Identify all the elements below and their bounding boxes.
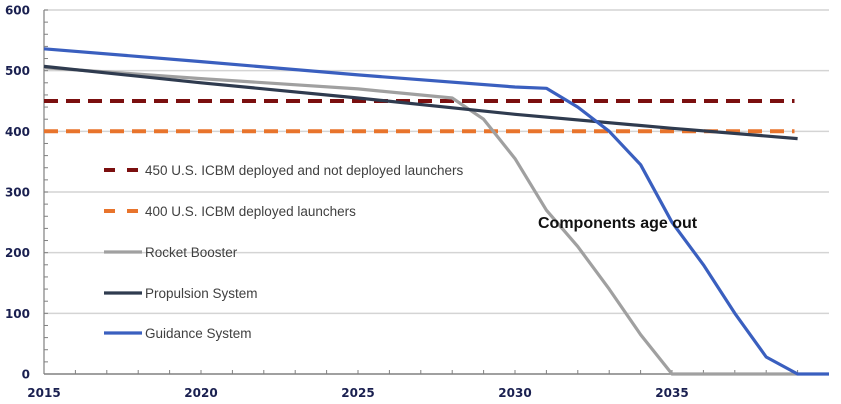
- series-line-rocket-booster: [43, 66, 798, 376]
- x-axis-ticks: 2015 2020 2025 2030 2035: [27, 386, 688, 400]
- y-tick-label: 100: [5, 307, 30, 321]
- series-lines: [43, 47, 829, 376]
- legend-label: Guidance System: [145, 326, 252, 341]
- series-line-guidance-system: [43, 47, 829, 376]
- y-tick-label: 500: [5, 64, 30, 78]
- legend-label: 400 U.S. ICBM deployed launchers: [145, 204, 356, 219]
- y-tick-label: 600: [5, 4, 30, 18]
- y-tick-label: 400: [5, 125, 30, 139]
- y-tick-label: 0: [22, 368, 30, 382]
- legend: 450 U.S. ICBM deployed and not deployed …: [104, 163, 463, 341]
- y-tick-label: 300: [5, 186, 30, 200]
- y-tick-label: 200: [5, 246, 30, 260]
- legend-label: Propulsion System: [145, 286, 258, 301]
- x-tick-label: 2030: [498, 386, 531, 400]
- x-tick-label: 2020: [184, 386, 217, 400]
- x-tick-label: 2035: [655, 386, 688, 400]
- series-line-propulsion-system: [43, 64, 798, 141]
- x-tick-label: 2015: [27, 386, 60, 400]
- legend-label: 450 U.S. ICBM deployed and not deployed …: [145, 163, 463, 178]
- gridlines: [44, 9, 829, 315]
- annotation-components-age-out: Components age out: [538, 215, 698, 232]
- y-axis-ticks: 0 100 200 300 400 500 600: [5, 4, 30, 382]
- legend-label: Rocket Booster: [145, 245, 238, 260]
- x-tick-label: 2025: [341, 386, 374, 400]
